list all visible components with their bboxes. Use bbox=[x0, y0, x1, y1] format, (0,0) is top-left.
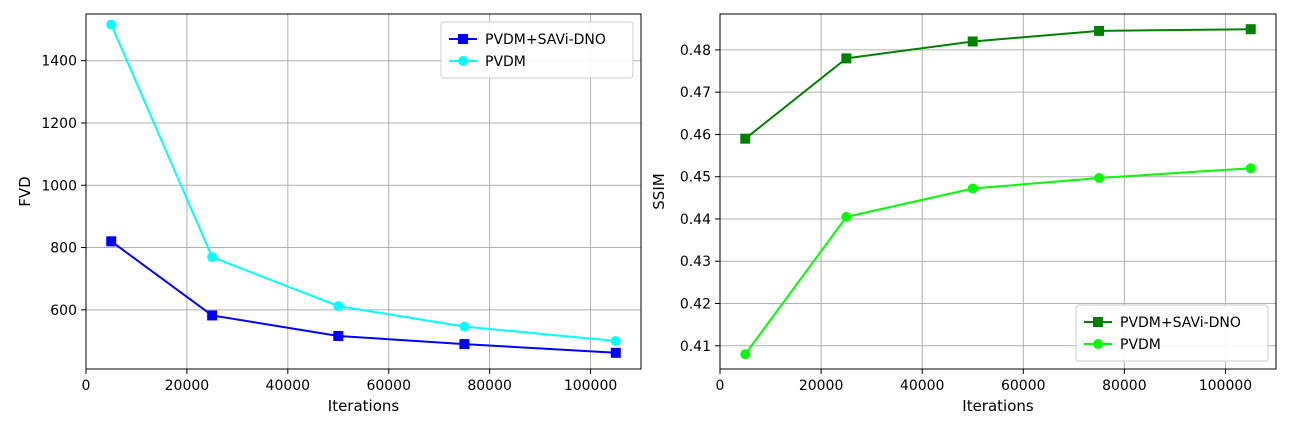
plot-frame bbox=[719, 13, 1277, 370]
legend-label: PVDM+SAVi-DNO bbox=[1120, 315, 1241, 331]
legend-label: PVDM bbox=[485, 54, 526, 70]
legend-marker-square bbox=[1093, 317, 1103, 327]
x-axis-label: Iterations bbox=[328, 397, 400, 415]
x-tick-label: 100000 bbox=[564, 378, 617, 394]
legend-box bbox=[1075, 304, 1269, 362]
x-tick-label: 100000 bbox=[1199, 378, 1252, 394]
y-tick-label: 1200 bbox=[41, 116, 77, 132]
data-point-circle bbox=[333, 301, 344, 312]
data-point-square bbox=[106, 236, 117, 247]
x-axis-label: Iterations bbox=[962, 397, 1034, 415]
legend-label: PVDM bbox=[1120, 337, 1161, 353]
legend-marker-circle bbox=[1093, 339, 1103, 349]
data-point-circle bbox=[1245, 163, 1256, 174]
data-point-square bbox=[333, 330, 344, 341]
y-tick-label: 600 bbox=[50, 303, 77, 319]
x-tick-label: 80000 bbox=[467, 378, 512, 394]
y-tick-label: 800 bbox=[50, 241, 77, 257]
plot-frame bbox=[85, 13, 642, 370]
y-tick-label: 0.47 bbox=[680, 85, 711, 101]
y-axis-label: FVD bbox=[16, 176, 34, 206]
chart-2: 0 20000 40000 60000 80000 100000 0.41 0.42 0.43 0… bbox=[650, 13, 1277, 415]
chart-1: 0 20000 40000 60000 80000 100000 600 800 1000 120… bbox=[16, 13, 642, 415]
data-point-square bbox=[967, 36, 978, 47]
data-point-square bbox=[841, 53, 852, 64]
data-point-circle bbox=[1094, 172, 1105, 183]
x-tick-label: 0 bbox=[82, 378, 91, 394]
x-tick-label: 20000 bbox=[165, 378, 210, 394]
legend: PVDM+SAVi-DNO PVDM bbox=[440, 21, 634, 79]
y-tick-label: 0.41 bbox=[680, 339, 711, 355]
y-tick-label: 0.48 bbox=[680, 43, 711, 59]
y-tick-label: 0.44 bbox=[680, 212, 711, 228]
x-tick-label: 40000 bbox=[900, 378, 945, 394]
data-point-circle bbox=[459, 321, 470, 332]
y-tick-label: 0.46 bbox=[680, 127, 711, 143]
x-tick-label: 0 bbox=[716, 378, 725, 394]
data-point-square bbox=[459, 339, 470, 350]
data-point-circle bbox=[207, 252, 218, 263]
x-tick-label: 60000 bbox=[1001, 378, 1046, 394]
data-point-square bbox=[207, 310, 218, 321]
y-tick-label: 1400 bbox=[41, 54, 77, 70]
legend-marker-square bbox=[458, 34, 468, 44]
data-point-square bbox=[1094, 25, 1105, 36]
y-tick-label: 0.43 bbox=[680, 254, 711, 270]
data-point-square bbox=[610, 347, 621, 358]
legend-marker-circle bbox=[458, 56, 468, 66]
x-tick-label: 40000 bbox=[266, 378, 311, 394]
legend: PVDM+SAVi-DNO PVDM bbox=[1075, 304, 1269, 362]
data-point-circle bbox=[106, 19, 117, 30]
y-tick-label: 1000 bbox=[41, 178, 77, 194]
y-tick-label: 0.45 bbox=[680, 170, 711, 186]
data-point-circle bbox=[841, 211, 852, 222]
x-tick-label: 20000 bbox=[799, 378, 844, 394]
data-point-circle bbox=[967, 183, 978, 194]
legend-box bbox=[440, 21, 634, 79]
x-tick-label: 80000 bbox=[1102, 378, 1147, 394]
x-tick-label: 60000 bbox=[366, 378, 411, 394]
y-tick-label: 0.42 bbox=[680, 296, 711, 312]
data-point-square bbox=[1245, 24, 1256, 35]
data-point-circle bbox=[610, 335, 621, 346]
data-point-square bbox=[740, 133, 751, 144]
data-point-circle bbox=[740, 349, 751, 360]
legend-label: PVDM+SAVi-DNO bbox=[485, 32, 606, 48]
y-axis-label: SSIM bbox=[650, 173, 668, 209]
